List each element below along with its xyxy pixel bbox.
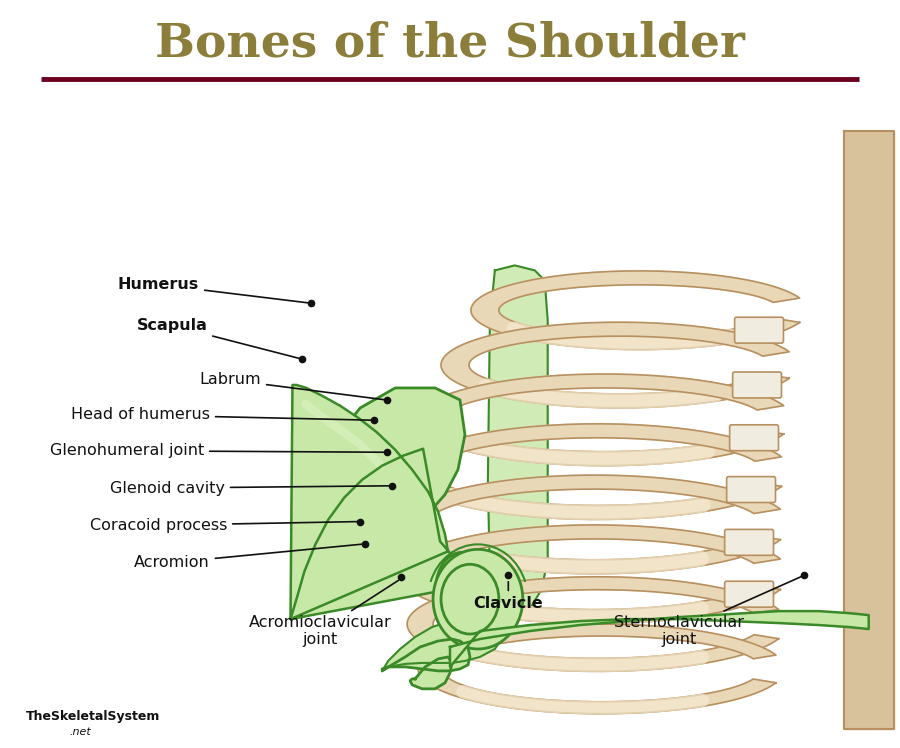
Polygon shape xyxy=(407,577,778,672)
Text: Humerus: Humerus xyxy=(118,277,308,303)
FancyBboxPatch shape xyxy=(730,425,778,451)
Polygon shape xyxy=(400,475,780,574)
FancyBboxPatch shape xyxy=(726,476,776,503)
Text: Glenoid cavity: Glenoid cavity xyxy=(110,480,389,495)
Text: Labrum: Labrum xyxy=(200,373,384,399)
Polygon shape xyxy=(418,624,776,714)
FancyBboxPatch shape xyxy=(724,581,773,607)
Polygon shape xyxy=(450,611,868,667)
Polygon shape xyxy=(441,322,789,408)
FancyBboxPatch shape xyxy=(734,317,784,343)
Polygon shape xyxy=(304,388,465,519)
Polygon shape xyxy=(488,266,548,609)
Polygon shape xyxy=(844,131,894,729)
Text: Clavicle: Clavicle xyxy=(473,582,544,611)
FancyBboxPatch shape xyxy=(724,530,773,555)
Text: Scapula: Scapula xyxy=(137,318,300,358)
Text: Sternoclavicular
joint: Sternoclavicular joint xyxy=(614,577,802,647)
Text: Bones of the Shoulder: Bones of the Shoulder xyxy=(155,20,745,67)
FancyBboxPatch shape xyxy=(733,372,781,398)
Ellipse shape xyxy=(433,549,523,649)
Text: .net: .net xyxy=(69,726,91,737)
Polygon shape xyxy=(382,617,505,671)
Polygon shape xyxy=(404,424,781,519)
Text: TheSkeletalSystem: TheSkeletalSystem xyxy=(26,710,161,723)
Text: Acromion: Acromion xyxy=(134,545,362,570)
Polygon shape xyxy=(410,657,452,689)
Polygon shape xyxy=(291,385,460,619)
Polygon shape xyxy=(471,271,799,349)
Text: Glenohumeral joint: Glenohumeral joint xyxy=(50,444,384,459)
Polygon shape xyxy=(400,525,780,624)
Polygon shape xyxy=(416,374,784,466)
Ellipse shape xyxy=(436,552,488,622)
Polygon shape xyxy=(382,639,470,671)
Text: Coracoid process: Coracoid process xyxy=(90,518,357,533)
Text: Head of humerus: Head of humerus xyxy=(71,408,371,423)
Text: Acromioclavicular
joint: Acromioclavicular joint xyxy=(248,580,399,647)
